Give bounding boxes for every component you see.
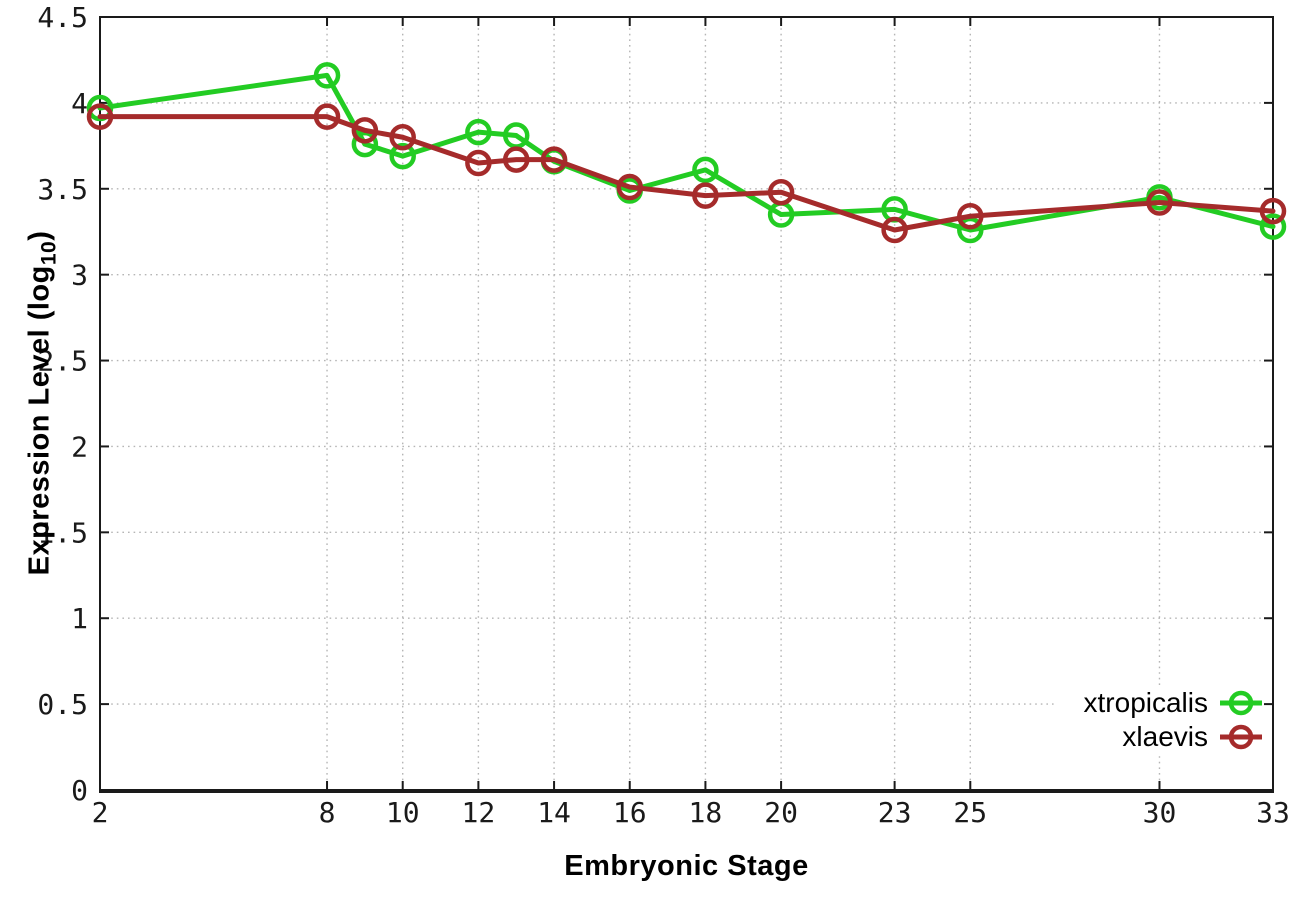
data-point-xlaevis [313, 103, 341, 130]
x-tick-label: 10 [386, 796, 420, 829]
data-point-xlaevis [1259, 197, 1287, 225]
y-tick-label: 3.5 [37, 173, 88, 206]
y-tick-label: 0 [71, 774, 88, 807]
y-axis-title-subscript: 10 [37, 240, 61, 266]
x-tick-label: 14 [537, 796, 571, 829]
y-axis-title-suffix: ) [23, 230, 56, 241]
data-point-xlaevis [465, 149, 492, 177]
data-point-xlaevis [502, 146, 530, 173]
data-point-xlaevis [389, 123, 416, 151]
y-tick-label: 2 [71, 430, 88, 463]
data-point-xlaevis [351, 117, 379, 144]
gridlines [100, 17, 1273, 790]
y-axis-title: Expression Level (log10) [23, 230, 61, 576]
x-tick-label: 30 [1143, 796, 1177, 829]
data-point-xlaevis [1146, 189, 1173, 216]
y-tick-label: 0.5 [37, 688, 88, 721]
data-point-xtropicalis [957, 216, 984, 244]
x-tick-label: 16 [613, 796, 647, 829]
data-point-xlaevis [767, 178, 795, 206]
y-tick-label: 2.5 [37, 345, 88, 378]
legend-marker-xtropicalis [1220, 690, 1262, 716]
data-point-xtropicalis [692, 156, 719, 184]
data-point-xtropicalis [389, 142, 416, 170]
y-axis-title-prefix: Expression Level (log [23, 265, 56, 576]
data-point-xtropicalis [1259, 213, 1287, 240]
data-point-xlaevis [692, 182, 719, 209]
x-axis-title: Embryonic Stage [564, 850, 809, 882]
series-xlaevis [86, 103, 1287, 244]
series-xtropicalis [86, 62, 1287, 244]
legend-row-xlaevis: xlaevis [1056, 720, 1264, 754]
x-tick-label: 20 [764, 796, 798, 829]
data-point-xlaevis [86, 103, 114, 130]
legend-label-xlaevis: xlaevis [1122, 721, 1208, 752]
y-tick-label: 1 [71, 602, 88, 635]
x-tick-label: 33 [1256, 796, 1290, 829]
x-tick-label: 12 [462, 796, 496, 829]
legend-row-xtropicalis: xtropicalis [1056, 686, 1264, 720]
x-tick-label: 18 [689, 796, 723, 829]
tick-labels: 0 0.5 1 1.5 2 2.5 3 3.5 4 4.5 2 8 10 12 14 16 18 20 23 25 30… [37, 1, 1289, 829]
data-point-xtropicalis [351, 130, 379, 158]
tick-marks [99, 16, 1274, 791]
data-point-xlaevis [957, 203, 984, 230]
data-point-xtropicalis [465, 118, 492, 146]
y-tick-label: 4 [71, 87, 88, 120]
data-point-xtropicalis [313, 62, 341, 89]
legend-label-xtropicalis: xtropicalis [1083, 687, 1208, 718]
x-tick-label: 23 [878, 796, 912, 829]
data-point-xlaevis [881, 216, 908, 244]
data-point-xlaevis [540, 146, 568, 173]
legend: xtropicalis xlaevis [1056, 686, 1264, 754]
y-tick-label: 1.5 [37, 516, 88, 549]
data-point-xlaevis [616, 173, 643, 201]
x-tick-label: 2 [92, 796, 109, 829]
y-tick-label: 4.5 [37, 1, 88, 34]
x-tick-label: 8 [319, 796, 336, 829]
y-tick-label: 3 [71, 259, 88, 292]
plot-border [99, 16, 1274, 791]
legend-marker-xlaevis [1220, 724, 1262, 750]
x-tick-label: 25 [953, 796, 987, 829]
